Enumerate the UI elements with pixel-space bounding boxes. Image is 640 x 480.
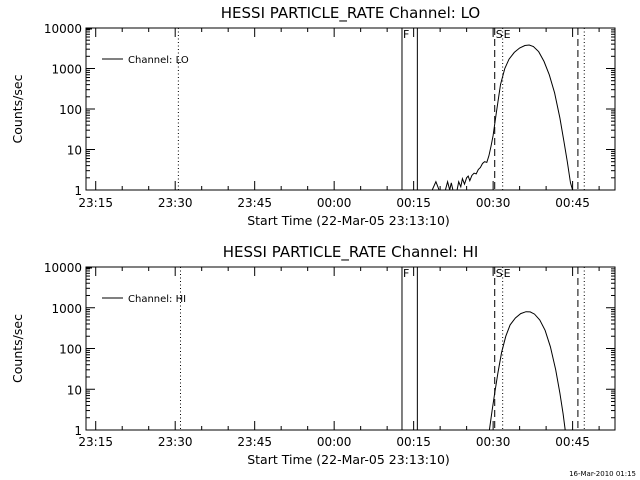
- y-tick-label: 100: [59, 343, 82, 357]
- x-axis-label: Start Time (22-Mar-05 23:13:10): [247, 213, 450, 228]
- y-tick-label: 10000: [44, 22, 82, 36]
- x-tick-label: 00:00: [317, 435, 352, 449]
- y-tick-label: 10: [67, 383, 82, 397]
- y-tick-label: 10: [67, 144, 82, 158]
- plot-frame: [85, 266, 616, 431]
- x-tick-label: 23:15: [78, 435, 113, 449]
- marker-label: S: [496, 267, 503, 280]
- y-tick-label: 10000: [44, 261, 82, 275]
- x-tick-label: 00:15: [396, 196, 431, 210]
- marker-label: S: [496, 28, 503, 41]
- y-axis-label: Counts/sec: [10, 314, 25, 383]
- x-tick-label: 23:45: [237, 435, 272, 449]
- x-tick-label: 23:30: [158, 435, 193, 449]
- x-tick-label: 00:45: [555, 196, 590, 210]
- chart-title: HESSI PARTICLE_RATE Channel: HI: [223, 243, 479, 262]
- x-tick-label: 23:45: [237, 196, 272, 210]
- plot-frame: [85, 27, 616, 191]
- legend-label: Channel: LO: [128, 55, 189, 66]
- legend-label: Channel: HI: [128, 294, 186, 305]
- y-axis-label: Counts/sec: [10, 74, 25, 143]
- y-tick-label: 100: [59, 103, 82, 117]
- marker-label: E: [504, 28, 511, 41]
- y-tick-label: 1: [74, 424, 82, 438]
- marker-label: F: [403, 28, 409, 41]
- y-tick-label: 1000: [51, 302, 82, 316]
- x-tick-label: 00:00: [317, 196, 352, 210]
- series-line: [431, 44, 574, 191]
- panel-hi: HESSI PARTICLE_RATE Channel: HI 23:15 23:3…: [10, 243, 616, 467]
- chart-title: HESSI PARTICLE_RATE Channel: LO: [221, 4, 480, 23]
- x-tick-label: 23:30: [158, 196, 193, 210]
- marker-label: F: [403, 267, 409, 280]
- x-tick-label: 00:45: [555, 435, 590, 449]
- x-axis-label: Start Time (22-Mar-05 23:13:10): [247, 452, 450, 467]
- marker-label: E: [504, 267, 511, 280]
- panel-lo: HESSI PARTICLE_RATE Channel: LO 23:15 23:3…: [10, 4, 616, 228]
- series-line: [488, 311, 566, 431]
- x-tick-label: 00:30: [476, 196, 511, 210]
- x-tick-label: 23:15: [78, 196, 113, 210]
- timestamp-label: 16-Mar-2010 01:15: [569, 470, 636, 478]
- y-tick-label: 1: [74, 184, 82, 198]
- x-tick-label: 00:15: [396, 435, 431, 449]
- x-tick-label: 00:30: [476, 435, 511, 449]
- y-tick-label: 1000: [51, 63, 82, 77]
